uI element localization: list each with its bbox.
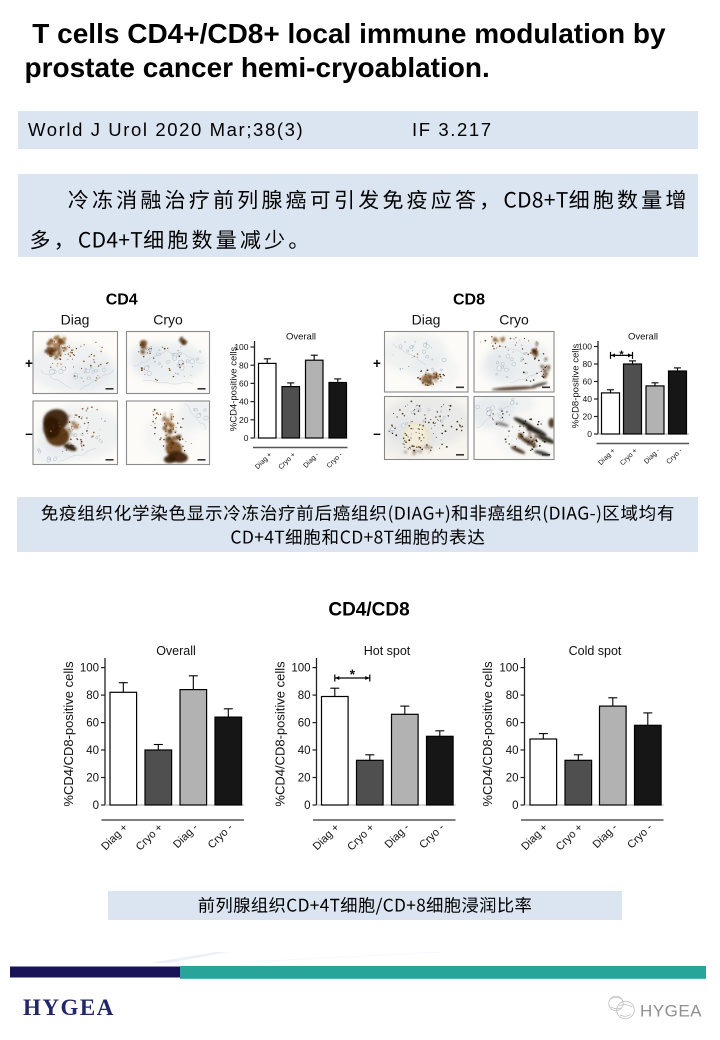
svg-text:–: – (373, 426, 381, 441)
svg-text:60: 60 (298, 718, 311, 730)
svg-text:Cryo +: Cryo + (134, 822, 166, 854)
svg-text:–: – (25, 426, 33, 441)
svg-text:0: 0 (512, 800, 518, 812)
svg-text:Cryo: Cryo (153, 312, 183, 328)
svg-text:Overall: Overall (286, 332, 316, 343)
svg-text:Diag +: Diag + (99, 822, 130, 853)
svg-text:40: 40 (239, 397, 249, 407)
svg-text:Cryo: Cryo (499, 312, 529, 328)
svg-text:20: 20 (239, 415, 249, 425)
svg-text:Cold spot: Cold spot (569, 644, 622, 658)
svg-text:60: 60 (239, 379, 249, 389)
svg-text:Cryo -: Cryo - (417, 821, 447, 851)
svg-text:60: 60 (583, 377, 593, 387)
svg-text:HYGEA: HYGEA (23, 995, 115, 1020)
svg-text:Diag: Diag (412, 312, 441, 328)
svg-text:%CD4-positive cells: %CD4-positive cells (229, 347, 240, 432)
svg-text:Cryo +: Cryo + (345, 822, 377, 854)
svg-text:80: 80 (86, 690, 99, 702)
svg-text:Cryo +: Cryo + (278, 451, 298, 471)
svg-text:20: 20 (298, 773, 311, 785)
svg-text:Diag +: Diag + (311, 822, 342, 853)
svg-text:Diag -: Diag - (643, 447, 662, 466)
svg-text:Overall: Overall (156, 644, 196, 658)
svg-text:60: 60 (506, 718, 519, 730)
svg-text:20: 20 (583, 412, 593, 422)
svg-text:%CD8-positive cells: %CD8-positive cells (571, 344, 582, 429)
svg-text:Overall: Overall (628, 332, 658, 343)
svg-text:20: 20 (86, 773, 99, 785)
svg-text:100: 100 (499, 663, 518, 675)
svg-text:Diag -: Diag - (591, 821, 620, 850)
svg-text:40: 40 (86, 745, 99, 757)
svg-text:0: 0 (93, 800, 99, 812)
svg-text:Diag +: Diag + (598, 447, 617, 466)
svg-text:0: 0 (304, 800, 310, 812)
svg-text:80: 80 (583, 359, 593, 369)
svg-text:Cryo -: Cryo - (326, 451, 345, 470)
svg-text:0: 0 (587, 429, 592, 439)
svg-text:20: 20 (506, 773, 519, 785)
svg-text:+: + (25, 356, 33, 371)
svg-text:40: 40 (506, 745, 519, 757)
svg-text:HYGEA: HYGEA (640, 1002, 702, 1021)
svg-text:+: + (373, 356, 381, 371)
svg-text:CD4/CD8: CD4/CD8 (328, 600, 409, 621)
svg-text:Diag -: Diag - (302, 451, 321, 470)
svg-text:Hot spot: Hot spot (364, 644, 411, 658)
svg-text:CD4: CD4 (106, 292, 138, 309)
svg-text:40: 40 (298, 745, 311, 757)
svg-text:Diag +: Diag + (254, 451, 273, 470)
svg-text:*: * (619, 349, 624, 361)
svg-text:Cryo +: Cryo + (619, 447, 639, 467)
svg-text:Diag -: Diag - (171, 821, 200, 850)
svg-text:100: 100 (80, 663, 99, 675)
svg-text:40: 40 (583, 394, 593, 404)
svg-text:80: 80 (506, 690, 519, 702)
svg-text:Cryo -: Cryo - (206, 821, 236, 851)
svg-text:Cryo -: Cryo - (665, 447, 684, 466)
svg-text:Diag -: Diag - (383, 821, 412, 850)
svg-text:Cryo +: Cryo + (554, 822, 586, 854)
svg-text:100: 100 (291, 663, 310, 675)
svg-text:Diag: Diag (61, 312, 90, 328)
svg-text:0: 0 (244, 433, 249, 443)
svg-text:100: 100 (234, 342, 248, 352)
svg-text:%CD4/CD8-positive cells: %CD4/CD8-positive cells (61, 661, 76, 807)
svg-text:%CD4/CD8-positive cells: %CD4/CD8-positive cells (273, 661, 288, 807)
svg-text:Cryo -: Cryo - (625, 821, 655, 851)
svg-text:80: 80 (239, 360, 249, 370)
svg-text:*: * (350, 666, 356, 682)
svg-text:Diag +: Diag + (519, 822, 550, 853)
svg-text:100: 100 (578, 342, 592, 352)
svg-text:80: 80 (298, 690, 311, 702)
svg-text:60: 60 (86, 718, 99, 730)
svg-text:%CD4/CD8-positive cells: %CD4/CD8-positive cells (480, 661, 495, 807)
svg-text:CD8: CD8 (453, 292, 485, 309)
